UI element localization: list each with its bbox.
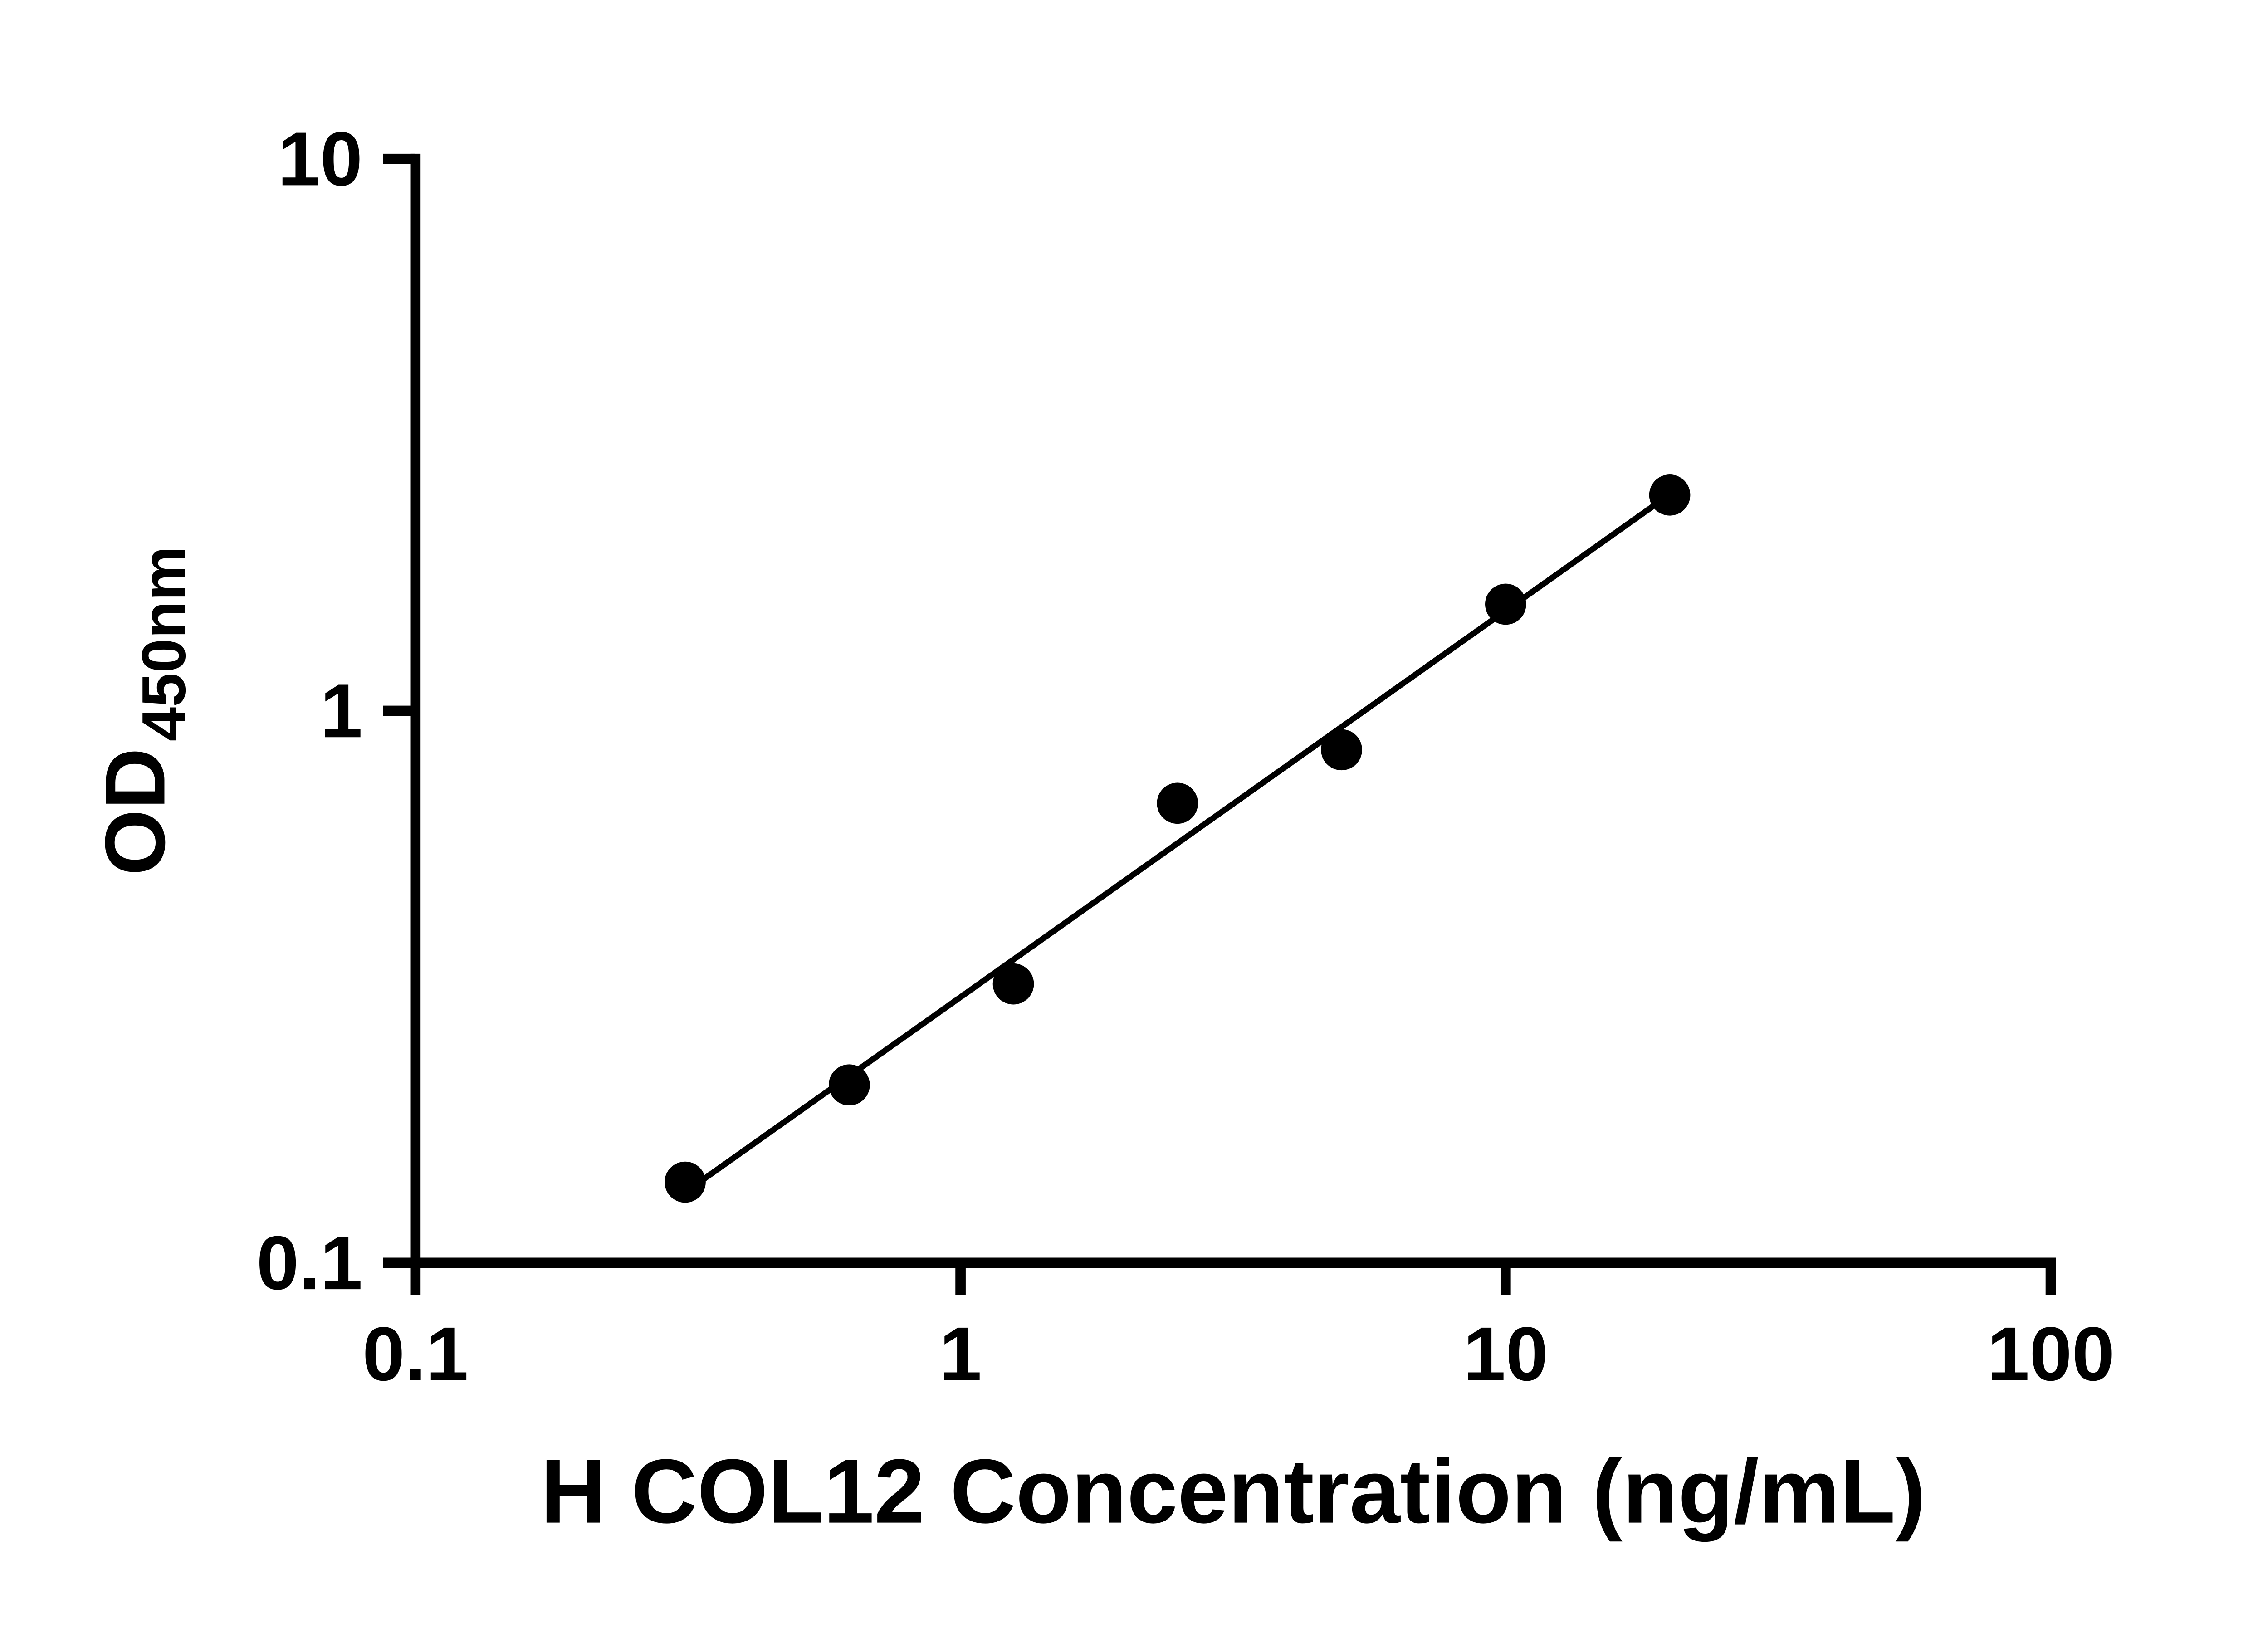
x-axis-title: H COL12 Concentration (ng/mL) <box>540 1440 1926 1542</box>
y-axis-title-subscript: 450nm <box>129 546 198 742</box>
data-point <box>1485 583 1526 625</box>
x-tick-label: 100 <box>1987 1311 2115 1397</box>
data-point <box>1649 474 1691 516</box>
data-point <box>665 1161 706 1203</box>
data-point <box>992 963 1034 1005</box>
y-axis-title: OD 450nm <box>87 546 198 876</box>
y-tick-label: 10 <box>278 116 362 201</box>
y-axis-title-main: OD <box>87 748 182 876</box>
x-tick-label: 0.1 <box>362 1311 469 1397</box>
data-point <box>828 1064 870 1106</box>
x-tick-label: 10 <box>1463 1311 1548 1397</box>
x-axis-ticks: 0.1 1 10 100 <box>362 1262 2115 1397</box>
data-points-group <box>665 474 1691 1203</box>
data-point <box>1157 782 1198 824</box>
y-axis-ticks: 0.1 1 10 <box>256 116 415 1305</box>
y-tick-label: 0.1 <box>256 1220 362 1305</box>
y-tick-label: 1 <box>320 668 363 753</box>
x-tick-label: 1 <box>939 1311 982 1397</box>
data-point <box>1321 729 1362 771</box>
axes-frame <box>410 153 2056 1268</box>
